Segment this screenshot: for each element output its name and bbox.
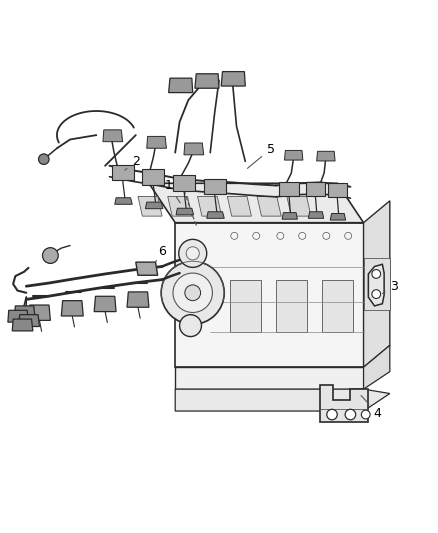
Bar — [276, 280, 307, 332]
Circle shape — [180, 314, 201, 336]
Polygon shape — [204, 179, 226, 194]
Circle shape — [372, 290, 381, 298]
Circle shape — [161, 261, 224, 324]
Circle shape — [173, 273, 212, 312]
Polygon shape — [138, 197, 162, 216]
Polygon shape — [364, 201, 390, 367]
Bar — [364, 258, 390, 310]
Polygon shape — [61, 301, 83, 316]
Circle shape — [39, 154, 49, 165]
Polygon shape — [94, 296, 116, 312]
Polygon shape — [175, 367, 364, 389]
Polygon shape — [330, 214, 346, 220]
Polygon shape — [175, 389, 390, 411]
Circle shape — [185, 285, 201, 301]
Polygon shape — [257, 197, 281, 216]
Polygon shape — [112, 165, 134, 180]
Text: 5: 5 — [247, 143, 275, 168]
Polygon shape — [287, 197, 311, 216]
Polygon shape — [317, 151, 335, 161]
Polygon shape — [136, 262, 158, 275]
Polygon shape — [207, 212, 224, 219]
Polygon shape — [142, 169, 164, 184]
Polygon shape — [308, 212, 324, 219]
Text: 6: 6 — [155, 245, 166, 262]
Text: 1: 1 — [165, 179, 180, 203]
Polygon shape — [364, 345, 390, 389]
Polygon shape — [175, 223, 364, 367]
Polygon shape — [14, 306, 35, 318]
Polygon shape — [149, 183, 364, 223]
Polygon shape — [145, 202, 163, 209]
Text: 3: 3 — [382, 280, 398, 294]
Polygon shape — [103, 130, 123, 142]
Polygon shape — [279, 182, 299, 197]
Circle shape — [179, 239, 207, 268]
Polygon shape — [282, 213, 297, 219]
Polygon shape — [19, 314, 39, 327]
Polygon shape — [328, 183, 347, 197]
Circle shape — [372, 270, 381, 278]
Polygon shape — [227, 197, 251, 216]
Polygon shape — [176, 208, 194, 215]
Polygon shape — [184, 143, 204, 155]
Polygon shape — [368, 264, 384, 306]
Polygon shape — [198, 197, 222, 216]
Polygon shape — [127, 292, 149, 307]
Circle shape — [345, 409, 356, 420]
Circle shape — [361, 410, 370, 419]
Circle shape — [42, 248, 58, 263]
Bar — [322, 280, 353, 332]
Polygon shape — [28, 305, 50, 320]
Circle shape — [327, 409, 337, 420]
Circle shape — [186, 247, 199, 260]
Polygon shape — [320, 385, 368, 422]
Polygon shape — [115, 198, 132, 204]
Polygon shape — [195, 74, 219, 88]
Polygon shape — [8, 310, 28, 322]
Polygon shape — [12, 319, 33, 331]
Polygon shape — [147, 136, 166, 148]
Polygon shape — [168, 197, 192, 216]
Polygon shape — [169, 78, 193, 93]
Polygon shape — [285, 150, 303, 160]
Text: 2: 2 — [125, 155, 140, 170]
Bar — [230, 280, 261, 332]
Polygon shape — [221, 71, 245, 86]
Polygon shape — [173, 175, 195, 191]
Polygon shape — [306, 182, 325, 196]
Text: 4: 4 — [361, 395, 381, 419]
